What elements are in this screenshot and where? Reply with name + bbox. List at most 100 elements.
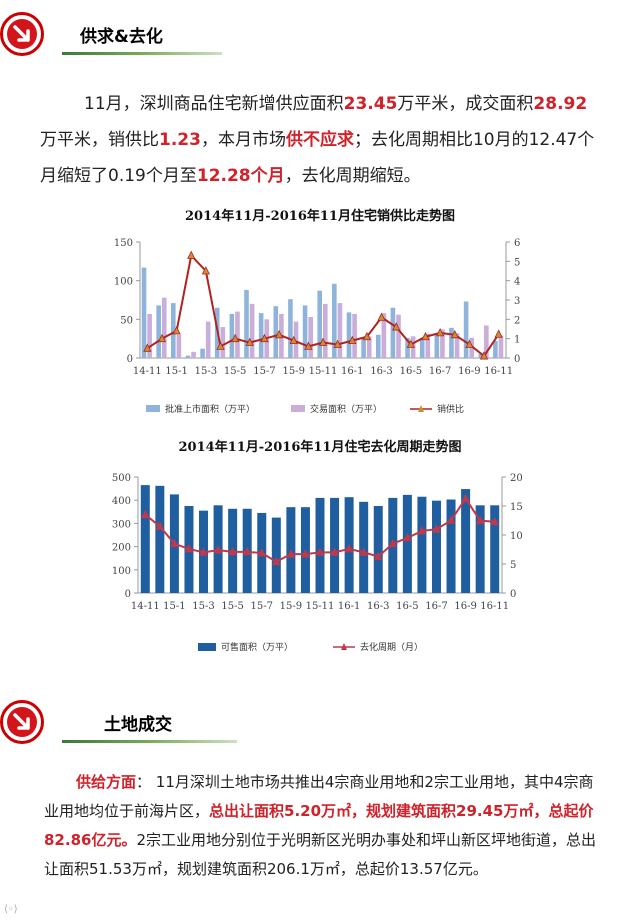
y2-tick-label: 5 (510, 560, 516, 571)
line-marker (304, 341, 313, 350)
bar (288, 299, 293, 358)
section-header-supply: 供求&去化 (0, 12, 260, 58)
bar (141, 267, 147, 358)
legend-label: 交易面积（万平） (310, 405, 383, 415)
chart2-svg: 0 100 200 300 400 500 0 5 10 15 20 14-11 15-1 15-3 15-… (112, 473, 523, 612)
line-marker (333, 339, 342, 348)
line-marker (348, 335, 357, 344)
x-tick-label: 15-1 (163, 601, 185, 612)
line-marker (274, 329, 284, 339)
line-marker (392, 322, 401, 331)
bar (359, 501, 369, 593)
x-tick-label: 15-1 (165, 366, 187, 377)
text: ，去化周期缩短。 (284, 166, 421, 186)
x-tick-label: 15-3 (192, 601, 214, 612)
land-paragraph: 供给方面： 11月深圳土地市场共推出4宗商业用地和2宗工业用地，其中4宗商业用地… (44, 768, 604, 884)
line-marker (315, 547, 325, 556)
y-tick-label: 400 (112, 496, 131, 507)
bar (323, 303, 328, 358)
line-marker (213, 545, 223, 554)
bar (419, 337, 425, 358)
bar (478, 354, 484, 358)
line-marker (476, 515, 485, 525)
x-tick-label: 16-5 (400, 366, 422, 377)
line-marker (155, 521, 164, 530)
x-tick-label: 15-5 (224, 366, 246, 377)
section-title: 土地成交 (104, 715, 172, 735)
text: 2宗工业用地分别位于光明新区光明办事处和坪山新区坪地街道，总出让面积51.53万… (44, 831, 596, 878)
x-tick-label: 15-11 (306, 601, 335, 612)
y2-tick-label: 10 (510, 531, 523, 542)
line-marker (403, 533, 412, 542)
bar (425, 334, 431, 358)
line-marker (374, 551, 383, 560)
bar (417, 496, 427, 593)
x-tick-label: 15-7 (251, 601, 273, 612)
y2-tick-label: 0 (510, 589, 516, 600)
bar (434, 334, 440, 358)
bar (373, 506, 383, 593)
bar (249, 303, 255, 358)
y2-tick-label: 6 (514, 238, 520, 249)
bar (446, 499, 456, 593)
y2-tick-label: 0 (514, 354, 520, 365)
supply-paragraph: 11月，深圳商品住宅新增供应面积23.45万平米，成交面积28.92 万平米，销供… (40, 86, 600, 194)
text: 万平米，销供比 (40, 130, 159, 150)
line-marker (231, 333, 240, 343)
x-tick-label: 16-9 (454, 601, 476, 612)
bar (493, 340, 498, 358)
bar (366, 336, 372, 358)
line-marker (446, 515, 456, 524)
bar (317, 290, 322, 358)
supply-label: 供给方面 (76, 773, 137, 791)
bar (235, 311, 240, 358)
commercial-stats: 总出让面积5.20万㎡，规划建筑面积29.45万㎡，总起价82.86亿元。 (44, 802, 594, 849)
x-tick-label: 15-9 (280, 601, 302, 612)
cycle-value: 12.28个月 (196, 166, 285, 186)
section-title: 供求&去化 (80, 27, 163, 47)
x-tick-label: 16-9 (458, 366, 480, 377)
line-marker (187, 250, 196, 259)
bar (185, 355, 191, 358)
transaction-value: 28.92 (533, 94, 588, 114)
bar (302, 305, 308, 358)
line-marker (461, 493, 470, 502)
text: ；去化周期相比10月的12.47个月缩短了0.19个月至 (40, 130, 595, 186)
bar (156, 305, 161, 358)
market-status: 供不应求 (285, 130, 354, 150)
line-marker (490, 516, 499, 526)
bar (271, 517, 281, 593)
bar (205, 321, 211, 358)
chart2-title: 2014年11月-2016年11月住宅去化周期走势图 (178, 440, 462, 455)
x-tick-label: 16-1 (341, 366, 363, 377)
line-marker (318, 337, 328, 346)
bar (454, 333, 460, 358)
line-marker (377, 312, 386, 321)
line-marker (201, 266, 211, 275)
x-tick-label: 16-3 (367, 601, 389, 612)
legend-line-marker (333, 642, 356, 650)
y-tick-label: 200 (112, 543, 131, 554)
bar (147, 313, 152, 358)
bar (315, 497, 325, 593)
line-marker (289, 335, 298, 344)
line-marker (388, 538, 397, 548)
line-marker (170, 538, 179, 548)
y2-tick-label: 1 (514, 335, 520, 346)
x-tick-label: 16-1 (338, 601, 360, 612)
bar (431, 500, 441, 593)
bar (332, 283, 337, 358)
bar (375, 334, 381, 358)
bar (258, 313, 264, 358)
section-underline (62, 740, 237, 743)
text: ，本月市场 (200, 130, 286, 150)
y-tick-label: 150 (114, 238, 133, 249)
bar (155, 485, 165, 593)
chart1-legend: 批准上市面积（万平） 交易面积（万平） 销供比 (146, 402, 464, 415)
bar (220, 327, 226, 358)
x-tick-label: 16-3 (370, 366, 392, 377)
line-marker (362, 331, 372, 341)
y-tick-label: 100 (112, 566, 131, 577)
legend-label: 去化周期（月） (360, 643, 424, 653)
line-marker (417, 526, 427, 535)
